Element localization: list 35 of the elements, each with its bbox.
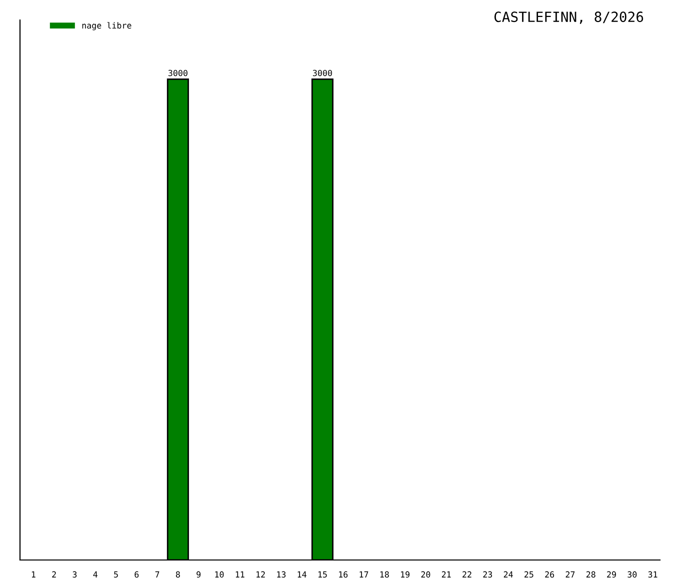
- x-tick-label: 24: [504, 571, 513, 578]
- x-tick-label: 18: [380, 571, 389, 578]
- x-tick-label: 8: [176, 571, 180, 578]
- x-tick-label: 5: [114, 571, 118, 578]
- x-tick-label: 12: [256, 571, 265, 578]
- x-tick-label: 6: [134, 571, 139, 578]
- x-tick-label: 2: [52, 571, 56, 578]
- chart-title: CASTLEFINN, 8/2026: [494, 12, 644, 24]
- x-tick-label: 22: [462, 571, 472, 578]
- x-tick-label: 30: [628, 571, 637, 578]
- x-tick-label: 19: [401, 571, 410, 578]
- x-tick-label: 25: [524, 571, 534, 578]
- data-label: 3000: [168, 70, 188, 76]
- x-tick-label: 1: [32, 571, 36, 578]
- x-tick-label: 14: [298, 571, 306, 578]
- x-tick-label: 28: [586, 571, 596, 578]
- x-tick-label: 3: [72, 571, 77, 578]
- x-tick-label: 4: [93, 571, 98, 578]
- x-tick-label: 17: [360, 571, 368, 578]
- x-tick-label: 20: [421, 571, 430, 578]
- x-tick-label: 15: [318, 571, 327, 578]
- x-tick-label: 26: [545, 571, 554, 578]
- x-tick-label: 13: [277, 571, 286, 578]
- x-tick-label: 16: [339, 571, 348, 578]
- x-tick-label: 23: [483, 571, 492, 578]
- x-tick-label: 7: [155, 571, 160, 578]
- x-tick-label: 21: [442, 571, 451, 578]
- x-tick-label: 9: [196, 571, 201, 578]
- x-tick-label: 10: [215, 571, 224, 578]
- x-tick-label: 31: [648, 571, 658, 578]
- x-tick-label: 27: [566, 571, 575, 578]
- x-tick-label: 29: [607, 571, 616, 578]
- x-tick-label: 11: [236, 571, 244, 578]
- data-label: 3000: [312, 70, 332, 76]
- legend-label: nage libre: [82, 22, 132, 30]
